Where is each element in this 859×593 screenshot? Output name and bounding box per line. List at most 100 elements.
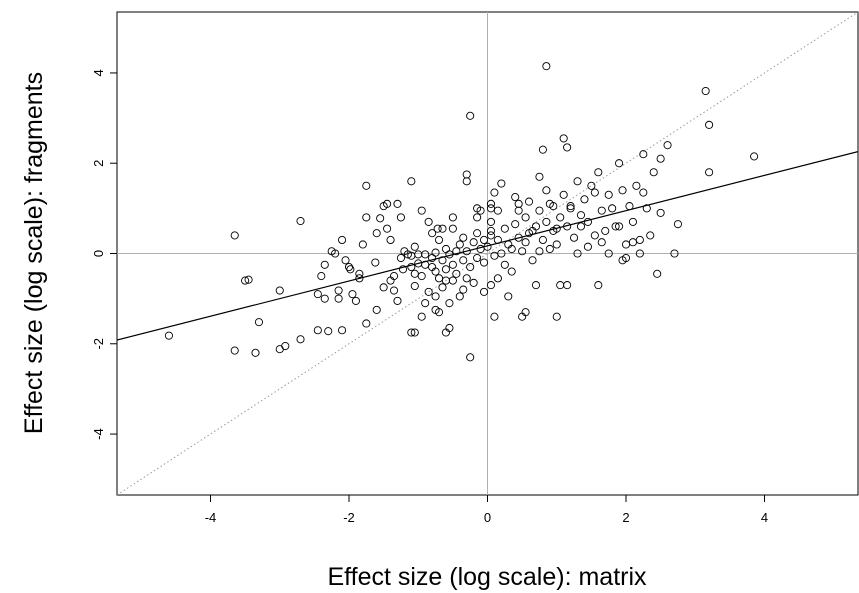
data-point — [296, 216, 305, 226]
data-point — [590, 188, 599, 197]
y-tick-label: -2 — [91, 338, 106, 350]
data-point — [421, 299, 430, 308]
data-point — [362, 213, 371, 222]
data-point — [448, 276, 457, 285]
data-point — [434, 235, 444, 245]
data-point — [576, 211, 586, 220]
data-point — [417, 272, 426, 281]
data-point — [594, 281, 603, 290]
data-point — [511, 220, 520, 229]
data-point — [542, 62, 551, 71]
data-point — [434, 308, 444, 317]
data-point — [621, 253, 631, 263]
data-point — [324, 327, 333, 336]
data-point — [334, 294, 343, 303]
data-point — [466, 262, 475, 272]
data-point — [466, 111, 475, 120]
data-point — [407, 328, 416, 337]
data-point — [580, 195, 589, 204]
data-point — [230, 346, 239, 355]
data-point — [313, 326, 322, 335]
data-point — [410, 281, 419, 291]
data-point — [383, 199, 392, 208]
data-point — [417, 312, 426, 321]
data-point — [462, 274, 471, 283]
data-point — [576, 222, 586, 231]
data-point — [615, 222, 624, 231]
data-point — [459, 285, 468, 294]
data-point — [479, 287, 489, 296]
data-point — [358, 240, 367, 249]
data-point — [493, 206, 502, 215]
data-point — [473, 253, 482, 263]
data-point — [410, 269, 419, 278]
data-point — [518, 312, 527, 321]
data-point — [275, 345, 284, 354]
data-point — [389, 272, 399, 281]
data-point — [705, 168, 714, 177]
data-point — [417, 206, 426, 215]
data-point — [635, 235, 644, 245]
data-point — [514, 233, 523, 242]
data-point — [441, 265, 450, 274]
data-point — [441, 328, 450, 337]
data-point — [383, 224, 392, 233]
data-point — [398, 265, 408, 274]
data-point — [514, 199, 523, 208]
data-point — [355, 274, 364, 283]
data-point — [371, 258, 380, 267]
plot-content — [117, 12, 858, 495]
data-point — [341, 256, 350, 265]
data-point — [583, 242, 592, 251]
data-point — [244, 275, 253, 284]
data-point — [497, 179, 506, 188]
x-tick-label: 0 — [484, 510, 491, 525]
y-tick-label: -4 — [91, 428, 106, 440]
data-point — [428, 229, 437, 238]
data-point — [372, 305, 381, 314]
y-tick-label: 2 — [91, 160, 106, 167]
data-point — [535, 172, 544, 181]
data-point — [452, 269, 461, 278]
data-point — [556, 213, 565, 222]
data-point — [459, 256, 468, 265]
data-point — [608, 204, 617, 213]
data-point — [486, 204, 496, 213]
data-point — [327, 247, 336, 256]
data-point — [649, 168, 658, 177]
data-point — [164, 331, 173, 340]
data-point — [583, 217, 592, 226]
data-point — [414, 250, 423, 259]
data-point — [317, 272, 326, 281]
data-point — [573, 177, 582, 186]
data-point — [750, 152, 759, 161]
data-point — [455, 240, 464, 249]
data-point — [438, 224, 447, 233]
data-point — [296, 335, 305, 344]
data-point — [338, 235, 347, 245]
x-tick-label: -4 — [205, 510, 217, 525]
data-point — [431, 248, 440, 257]
data-point — [656, 154, 665, 163]
y-axis-title: Effect size (log scale): fragments — [20, 72, 48, 434]
data-point — [344, 262, 354, 272]
data-point — [424, 287, 433, 296]
x-tick-label: 4 — [761, 510, 768, 525]
data-point — [241, 276, 250, 285]
data-point — [479, 235, 489, 245]
data-point — [507, 244, 516, 254]
x-axis: -4 -2 0 2 4 — [205, 495, 768, 525]
data-point — [521, 213, 530, 222]
data-point — [441, 276, 450, 285]
data-point — [445, 299, 454, 308]
data-point — [521, 238, 530, 247]
data-point — [355, 269, 364, 278]
data-point — [604, 190, 613, 199]
data-point — [559, 190, 568, 199]
data-point — [410, 328, 419, 337]
data-point — [448, 224, 457, 233]
data-point — [628, 217, 637, 226]
data-point — [372, 229, 381, 238]
data-point — [230, 231, 239, 240]
data-point — [559, 134, 568, 143]
